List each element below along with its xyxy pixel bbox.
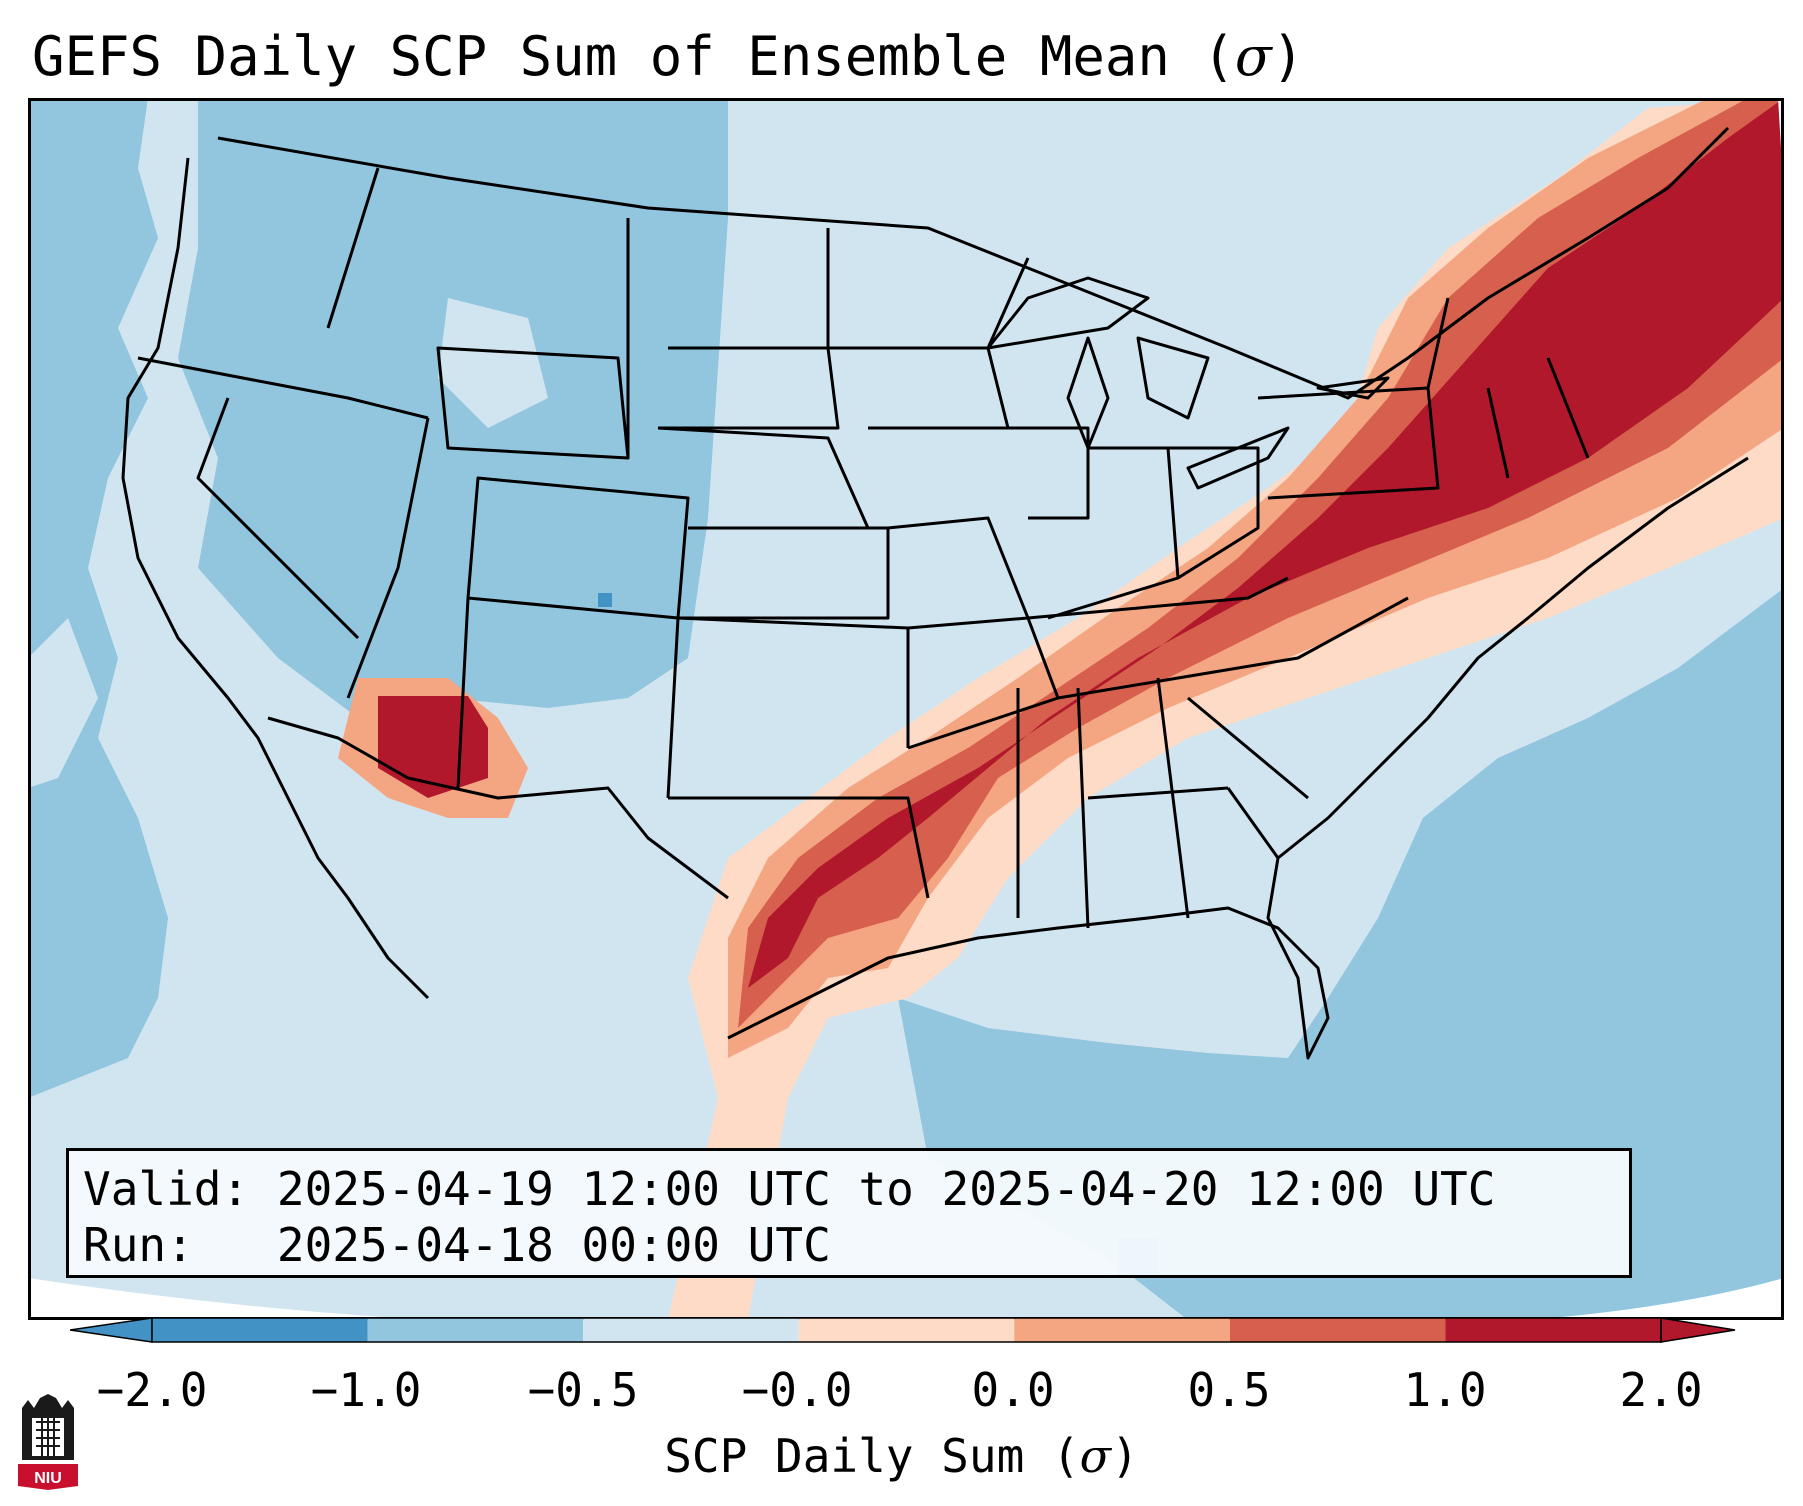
colorbar-segment	[152, 1318, 368, 1342]
boundary-lines	[121, 126, 1749, 1060]
colorbar-tick-label: −2.0	[96, 1363, 208, 1417]
title-sigma: σ	[1234, 25, 1272, 88]
colorbar-tick-label: −0.0	[741, 1363, 853, 1417]
us-canada-border	[217, 126, 1730, 400]
colorbar-outline	[151, 1317, 1662, 1343]
title-close: )	[1271, 25, 1305, 88]
colorbar	[70, 1317, 1736, 1343]
valid-label: Valid:	[83, 1162, 250, 1216]
gulf-atlantic-coastline	[727, 456, 1749, 1060]
title-text: GEFS Daily SCP Sum of Ensemble Mean (	[32, 25, 1235, 88]
colorbar-tick-label: 2.0	[1619, 1363, 1703, 1417]
valid-value: 2025-04-19 12:00 UTC to 2025-04-20 12:00…	[276, 1162, 1496, 1216]
us-mexico-border	[267, 716, 729, 900]
logo-text: NIU	[34, 1470, 62, 1487]
lake-ontario	[1316, 376, 1390, 400]
colorbar-label: SCP Daily Sum (σ)	[0, 1428, 1803, 1484]
colorbar-segment	[1014, 1318, 1230, 1342]
colorbar-tick-label: −1.0	[310, 1363, 422, 1417]
colorbar-label-sigma: σ	[1079, 1429, 1112, 1483]
colorado-small-cell	[598, 593, 612, 607]
lake-michigan	[1066, 336, 1110, 450]
colorbar-label-close: )	[1111, 1429, 1139, 1483]
lake-superior	[986, 276, 1150, 350]
colorbar-tick-label: 1.0	[1403, 1363, 1487, 1417]
pacific-negative-region	[28, 98, 168, 1098]
pacific-patch	[28, 618, 98, 788]
colorbar-segment	[1229, 1318, 1446, 1342]
colorbar-tick-label: −0.5	[527, 1363, 639, 1417]
colorbar-segments	[70, 1317, 1736, 1343]
pacific-coastline	[121, 157, 430, 1000]
run-label: Run:	[83, 1218, 194, 1272]
colorbar-segment	[798, 1318, 1015, 1342]
page-title: GEFS Daily SCP Sum of Ensemble Mean (σ)	[32, 22, 1304, 92]
colorbar-segment	[583, 1318, 799, 1342]
map-panel	[28, 98, 1784, 1320]
colorbar-segment	[367, 1318, 584, 1342]
gulf-atlantic-negative-region	[898, 588, 1784, 1320]
lake-huron	[1136, 336, 1210, 420]
run-value: 2025-04-18 00:00 UTC	[276, 1218, 831, 1272]
west-light-patch	[438, 298, 548, 428]
colorbar-tick-label: 0.0	[971, 1363, 1055, 1417]
west-negative-region	[178, 98, 728, 718]
niu-logo-icon: NIU	[18, 1394, 78, 1490]
colorbar-extend-max	[1660, 1317, 1736, 1343]
colorbar-tick-label: 0.5	[1187, 1363, 1271, 1417]
domain-edge-bottom-right	[1528, 1278, 1784, 1320]
positive-corridor-core	[748, 98, 1784, 988]
valid-run-info-box: Valid: 2025-04-19 12:00 UTC to 2025-04-2…	[66, 1148, 1632, 1278]
domain-edge-bottom-left	[28, 1278, 428, 1320]
colorbar-extend-min	[70, 1317, 153, 1343]
colorbar-segment	[1445, 1318, 1661, 1342]
colorbar-label-text: SCP Daily Sum (	[664, 1429, 1080, 1483]
lake-erie	[1186, 426, 1290, 490]
